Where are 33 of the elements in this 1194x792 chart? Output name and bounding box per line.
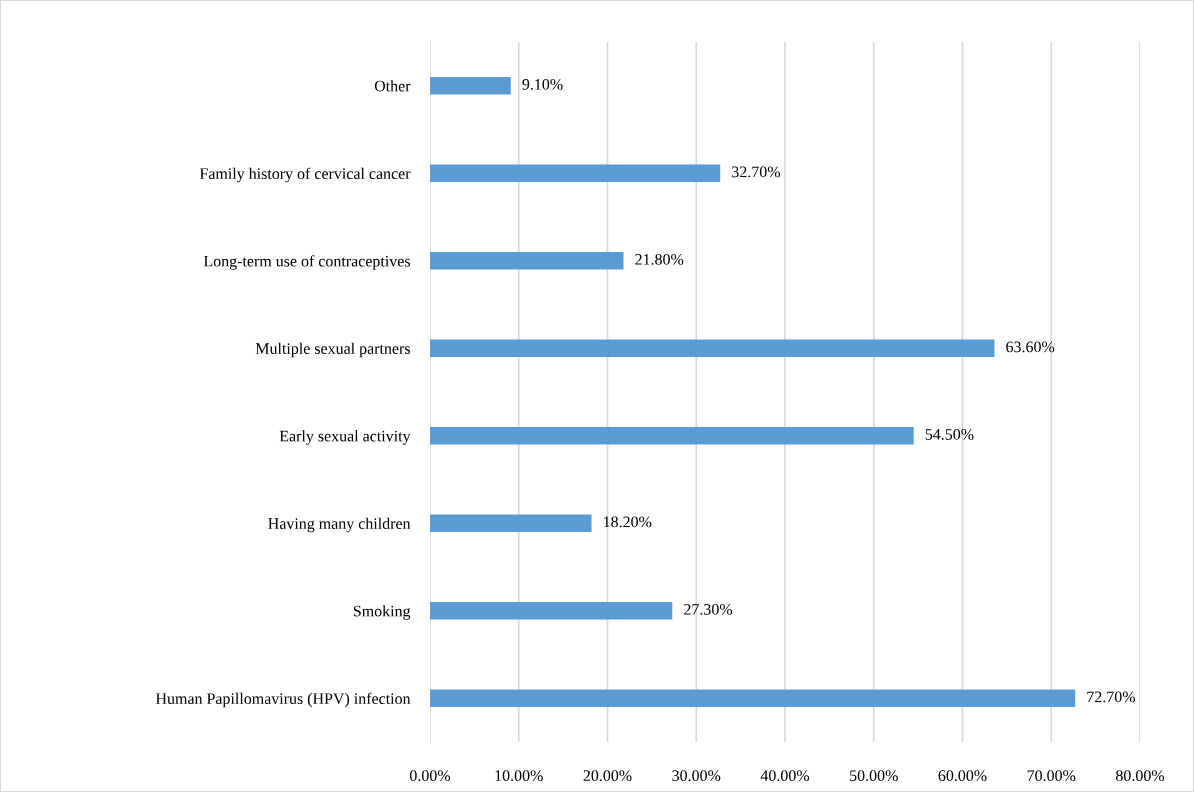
x-tick-label: 10.00% — [495, 770, 543, 782]
y-tick-label: Long-term use of contraceptives — [203, 255, 410, 270]
x-tick-label: 80.00% — [1115, 770, 1165, 782]
bar — [430, 252, 624, 270]
bar — [430, 77, 511, 95]
y-tick-label: Early sexual activity — [279, 430, 411, 445]
y-tick-label: Other — [374, 80, 411, 92]
data-label: 32.70% — [732, 166, 781, 178]
data-label: 18.20% — [604, 516, 652, 528]
data-label: 72.70% — [1087, 691, 1136, 703]
x-tick-label: 0.00% — [409, 770, 451, 782]
y-tick-label: Smoking — [353, 605, 411, 620]
y-tick-label: Family history of cervical cancer — [199, 167, 411, 183]
x-tick-label: 50.00% — [850, 770, 898, 782]
x-tick-label: 40.00% — [760, 770, 810, 782]
data-label: 54.50% — [925, 428, 974, 440]
data-label: 21.80% — [635, 253, 684, 265]
bar — [430, 339, 995, 357]
x-tick-label: 30.00% — [672, 770, 721, 782]
y-tick-label: Human Papillomavirus (HPV) infection — [155, 692, 411, 708]
y-tick-label: Having many children — [268, 517, 411, 533]
bar — [430, 164, 721, 182]
x-tick-label: 60.00% — [938, 770, 987, 782]
data-label: 63.60% — [1006, 341, 1055, 353]
bar — [430, 427, 914, 445]
y-tick-label: Multiple sexual partners — [255, 342, 410, 358]
x-tick-label: 20.00% — [583, 770, 632, 782]
bar — [430, 602, 673, 620]
bar — [430, 689, 1076, 707]
data-label: 27.30% — [684, 603, 733, 615]
x-tick-label: 70.00% — [1027, 770, 1076, 782]
data-label: 9.10% — [522, 78, 563, 90]
bar — [430, 514, 592, 532]
